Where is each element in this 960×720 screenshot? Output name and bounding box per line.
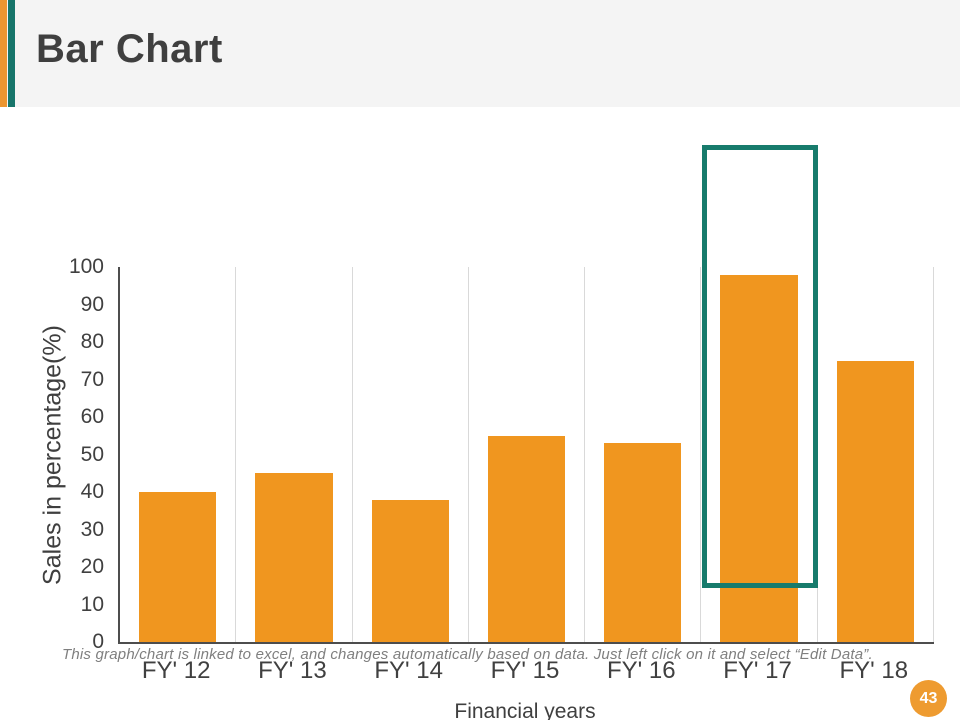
x-axis-label: FY' 14 (374, 657, 444, 684)
x-axis-label: FY' 16 (606, 657, 676, 684)
header-accent-teal-bar (8, 0, 15, 107)
y-axis-tick-label: 0 (92, 630, 104, 653)
chart-bar[interactable] (720, 274, 798, 642)
header-accent-orange-bar (0, 0, 7, 107)
page-title: Bar Chart (36, 27, 223, 71)
bar-chart[interactable]: Sales in percentage(%) 0 10 20 30 40 50 60 70 80… (0, 107, 960, 720)
y-axis-tick-label: 100 (68, 255, 104, 278)
chart-bar[interactable] (371, 499, 449, 642)
highlight-box (701, 145, 818, 588)
y-axis-tick-label: 50 (80, 442, 104, 466)
y-axis-tick-label: 20 (80, 555, 104, 578)
chart-column (353, 267, 469, 642)
plot-area (118, 267, 934, 644)
x-axis-label: FY' 12 (141, 657, 211, 684)
y-axis-tick-label: 40 (80, 480, 104, 503)
x-axis-label: FY' 18 (839, 657, 909, 684)
chart-bar[interactable] (604, 443, 682, 642)
chart-column (236, 267, 353, 642)
x-axis-labels: FY' 12 FY' 13 FY' 14 FY' 15 FY' 16 FY' 17 FY' … (118, 656, 932, 686)
chart-column (818, 267, 934, 642)
chart-bar[interactable] (836, 360, 914, 642)
y-axis-tick-labels: 0 10 20 30 40 50 60 70 80 90 100 (52, 256, 104, 653)
slide-header: Bar Chart (0, 0, 960, 107)
chart-bar[interactable] (139, 492, 217, 642)
y-axis-tick-label: 70 (80, 367, 104, 391)
x-axis-label: FY' 15 (490, 657, 560, 684)
y-axis-tick-label: 80 (80, 330, 104, 353)
y-axis-tick-label: 30 (80, 517, 104, 541)
x-axis-label: FY' 13 (258, 657, 327, 684)
y-axis-tick-label: 60 (80, 405, 104, 428)
chart-column (585, 267, 702, 642)
x-axis-label: FY' 17 (723, 657, 792, 684)
chart-bar[interactable] (255, 473, 333, 642)
chart-column (469, 267, 586, 642)
chart-bar[interactable] (487, 435, 566, 642)
chart-column (120, 267, 237, 642)
y-axis-tick-label: 10 (80, 592, 104, 616)
x-axis-title: Financial years (454, 700, 596, 720)
footnote: This graph/chart is linked to excel, and… (62, 646, 873, 663)
y-axis-tick-label: 90 (80, 292, 104, 316)
chart-column (701, 267, 818, 642)
page-number-badge: 43 (910, 680, 947, 717)
